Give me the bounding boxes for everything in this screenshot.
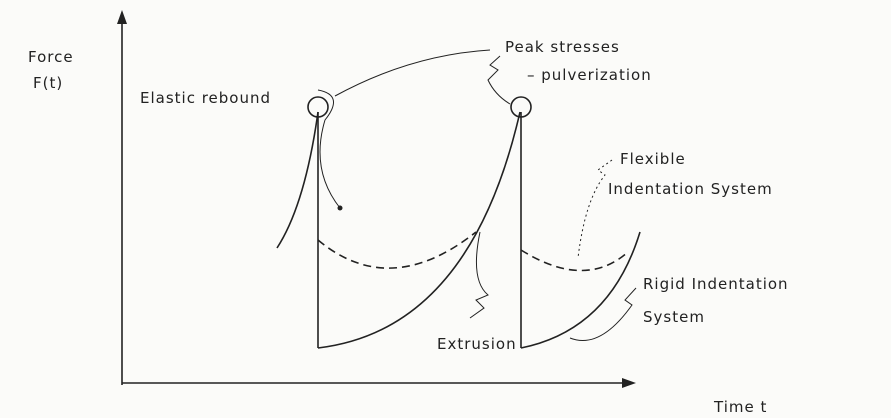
y-arrow [117, 10, 127, 24]
peak-circle [307, 96, 329, 118]
x-label: Time t [713, 398, 767, 416]
dot [337, 205, 343, 211]
flexible-curves [317, 231, 629, 272]
callout [317, 89, 341, 209]
y-label: F(t) [33, 74, 63, 92]
y-label: Force [28, 48, 74, 66]
rigid-curves [276, 111, 641, 349]
annotation: Elastic rebound [140, 89, 271, 107]
dashed-curve [317, 231, 477, 269]
callout [577, 159, 613, 259]
rising-curve [317, 111, 521, 349]
callout [469, 231, 489, 319]
axes [117, 10, 636, 388]
callouts [317, 49, 637, 342]
annotation: Flexible [620, 150, 686, 168]
annotation: System [643, 308, 705, 326]
annotation: Extrusion [437, 335, 517, 353]
callout [569, 287, 637, 342]
annotation: Rigid Indentation [643, 275, 789, 293]
callout [487, 55, 511, 105]
annotation: – pulverization [527, 66, 652, 84]
rising-curve [276, 111, 319, 249]
x-arrow [622, 378, 636, 388]
rising-curve [520, 231, 641, 349]
callout [334, 49, 491, 97]
annotation: Peak stresses [505, 38, 620, 56]
dashed-curve [520, 249, 629, 272]
peak-circle [510, 96, 532, 118]
annotation: Indentation System [608, 180, 773, 198]
